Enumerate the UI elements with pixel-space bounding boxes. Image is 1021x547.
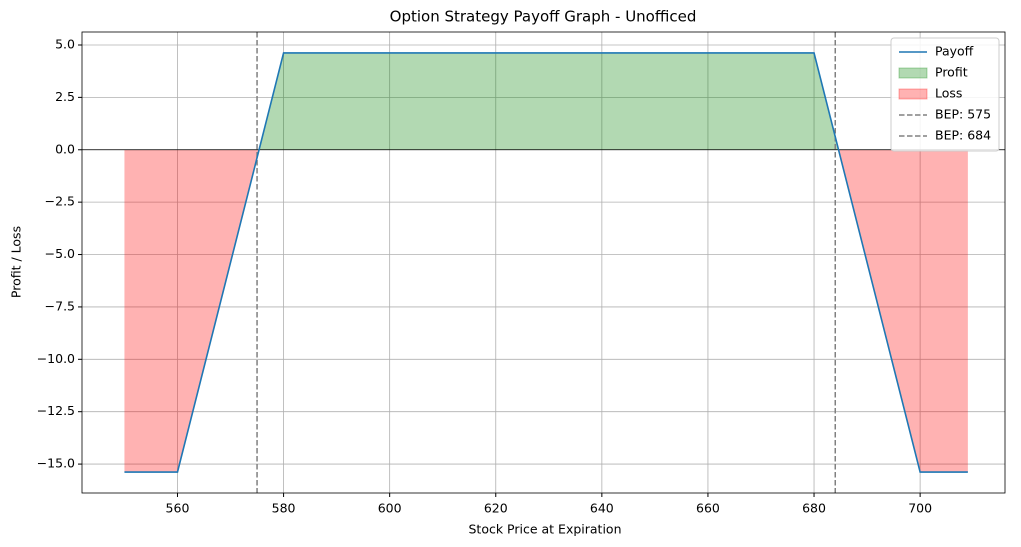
legend-box: [890, 37, 1000, 152]
x-tick-label: 680: [802, 501, 826, 516]
x-tick-label: 600: [378, 501, 402, 516]
x-tick-label: 620: [484, 501, 508, 516]
y-tick-label: −7.5: [45, 298, 75, 313]
x-tick-label: 560: [166, 501, 190, 516]
y-tick-label: −10.0: [37, 351, 75, 366]
y-axis-label: Profit / Loss: [9, 226, 24, 298]
fill-area: [124, 149, 260, 473]
plot-frame: [81, 31, 1006, 494]
legend-label: Profit: [935, 65, 968, 80]
x-axis-label: Stock Price at Expiration: [468, 522, 621, 537]
legend-label: Loss: [935, 86, 962, 101]
y-tick-label: −12.5: [37, 403, 75, 418]
legend-label: Payoff: [935, 44, 974, 59]
y-tick-label: −2.5: [45, 194, 75, 209]
x-tick-label: 580: [272, 501, 296, 516]
legend: Payoff Profit Loss BEP: 575 BEP: 684: [890, 37, 1000, 152]
y-tick-label: −15.0: [37, 456, 75, 471]
legend-swatch: [898, 67, 928, 79]
y-tick-label: −5.0: [45, 246, 75, 261]
legend-label: BEP: 684: [935, 128, 991, 143]
fill-area: [838, 149, 968, 473]
payoff-line: [124, 52, 968, 473]
legend-swatch: [898, 88, 928, 100]
fill-area: [259, 52, 839, 150]
y-tick-label: 5.0: [55, 36, 75, 51]
x-tick-label: 700: [908, 501, 932, 516]
chart-title: Option Strategy Payoff Graph - Unofficed: [390, 8, 697, 26]
y-tick-label: 0.0: [55, 141, 75, 156]
x-tick-label: 660: [696, 501, 720, 516]
y-tick-label: 2.5: [55, 89, 75, 104]
legend-label: BEP: 575: [935, 107, 991, 122]
x-tick-label: 640: [590, 501, 614, 516]
